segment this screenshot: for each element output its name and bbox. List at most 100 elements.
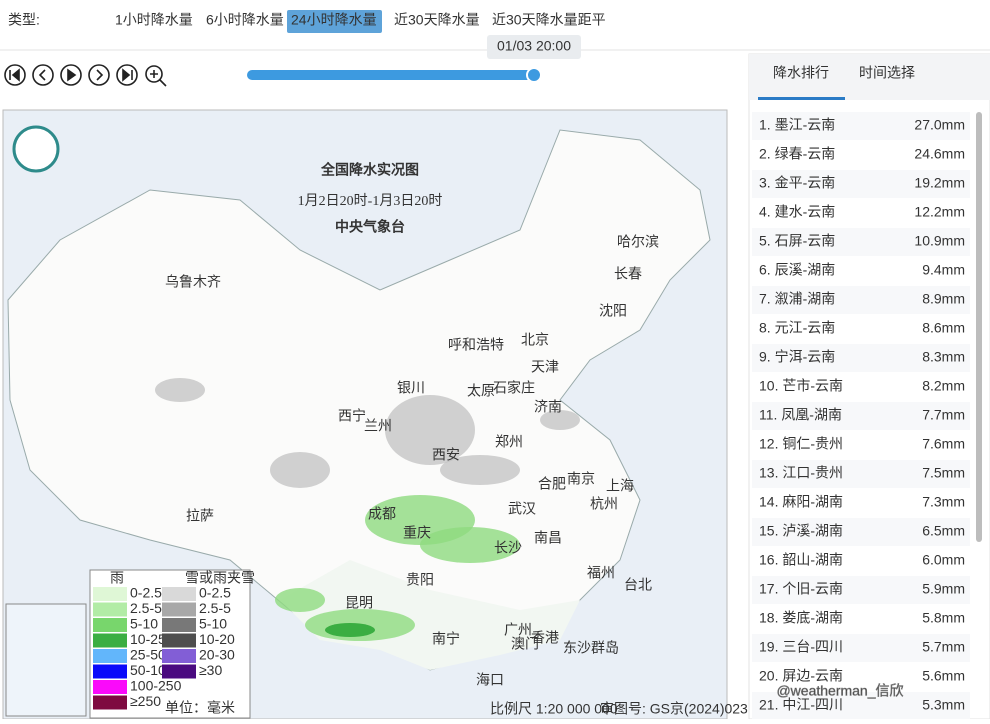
rank-row[interactable] [752,431,970,459]
map-title: 全国降水实况图 [320,162,419,178]
panel-header [749,54,990,100]
legend-swatch [162,633,196,648]
legend-swatch [162,602,196,617]
type-tab[interactable]: 6小时降水量 [206,12,284,28]
rank-value: 7.6mm [922,436,965,452]
legend-label: 0-2.5 [199,585,231,601]
rank-row[interactable] [752,257,970,285]
city-label: 呼和浩特 [448,337,504,353]
rank-row[interactable] [752,315,970,343]
city-label: 海口 [476,672,504,688]
rank-name: 6. 辰溪-湖南 [759,262,835,278]
legend-label: 2.5-5 [199,600,231,616]
slider-track[interactable] [247,70,535,80]
city-label: 西宁 [338,408,366,424]
city-label: 兰州 [364,418,392,434]
scrollbar[interactable] [976,112,982,542]
legend-swatch [162,664,196,679]
city-label: 拉萨 [186,508,214,524]
city-label: 南宁 [432,631,460,647]
rank-row[interactable] [752,460,970,488]
legend-label: 25-50 [130,647,166,663]
rank-name: 8. 元江-云南 [759,320,835,336]
rank-row[interactable] [752,402,970,430]
panel-tab[interactable]: 时间选择 [859,65,915,81]
snow-area [540,410,580,430]
type-tab[interactable]: 24小时降水量 [291,12,377,28]
type-tab[interactable]: 近30天降水量 [394,12,480,28]
snow-area [440,455,520,485]
city-label: 郑州 [495,434,523,450]
tab-active-bg [287,10,382,33]
rain-heavy [325,623,375,637]
rain-area [420,527,520,563]
rank-row[interactable] [752,692,970,720]
rank-value: 8.6mm [922,320,965,336]
city-label: 北京 [521,332,549,348]
rank-row[interactable] [752,576,970,604]
rank-row[interactable] [752,170,970,198]
land-south [280,560,580,670]
rank-row[interactable] [752,518,970,546]
rank-row[interactable] [752,286,970,314]
city-label: 西安 [432,447,460,463]
city-label: 东沙群岛 [563,640,619,656]
city-label: 杭州 [590,496,618,512]
city-label: 银川 [397,380,425,396]
rank-value: 5.9mm [922,581,965,597]
zoom-control[interactable] [145,65,163,83]
rank-row[interactable] [752,605,970,633]
panel-tab[interactable]: 降水排行 [773,65,829,81]
city-label: 石家庄 [493,380,535,396]
city-label: 武汉 [508,501,536,517]
rank-row[interactable] [752,489,970,517]
play-control[interactable] [88,64,110,86]
city-label: 沈阳 [599,303,627,319]
city-label: 哈尔滨 [617,234,659,250]
rank-row[interactable] [752,112,970,140]
city-label: 重庆 [403,525,431,541]
rank-name: 11. 凤凰-湖南 [759,407,842,423]
rank-value: 19.2mm [914,175,965,191]
play-control[interactable] [32,64,54,86]
control-glyph [96,69,104,81]
rank-row[interactable] [752,199,970,227]
tab-underline [758,97,845,100]
rain-area [275,588,325,612]
snow-area [155,378,205,402]
rank-row[interactable] [752,228,970,256]
type-tab[interactable]: 1小时降水量 [115,12,193,28]
city-label: 澳门 [511,636,539,652]
city-label: 成都 [368,506,396,522]
map-subtitle: 1月2日20时-1月3日20时 [298,193,443,209]
rank-row[interactable] [752,547,970,575]
map-agency: 中央气象台 [335,219,405,235]
rank-row[interactable] [752,344,970,372]
legend-swatch [93,587,127,601]
rank-row[interactable] [752,373,970,401]
rank-value: 8.3mm [922,349,965,365]
legend-label: 5-10 [130,616,158,632]
city-label: 太原 [467,383,495,399]
legend-swatch [93,680,127,694]
legend-label: 100-250 [130,678,182,694]
rank-row[interactable] [752,663,970,691]
rank-row[interactable] [752,141,970,169]
legend-label: 2.5-5 [130,600,162,616]
map-approval: 审图号: GS京(2024)0236号 [600,701,770,717]
rank-row[interactable] [752,634,970,662]
snow-area [270,452,330,488]
time-tooltip [487,35,581,59]
city-label: 福州 [587,565,615,581]
type-tab[interactable]: 近30天降水量距平 [492,12,606,28]
legend-snow-title: 雪或雨夹雪 [185,570,255,586]
rank-value: 7.5mm [922,465,965,481]
city-label: 济南 [534,399,562,415]
rank-name: 9. 宁洱-云南 [759,349,835,365]
slider-knob[interactable] [526,67,542,83]
city-label: 合肥 [538,476,566,492]
rank-name: 17. 个旧-云南 [759,581,843,597]
rank-name: 19. 三台-四川 [759,639,843,655]
legend-label: 5-10 [199,616,227,632]
